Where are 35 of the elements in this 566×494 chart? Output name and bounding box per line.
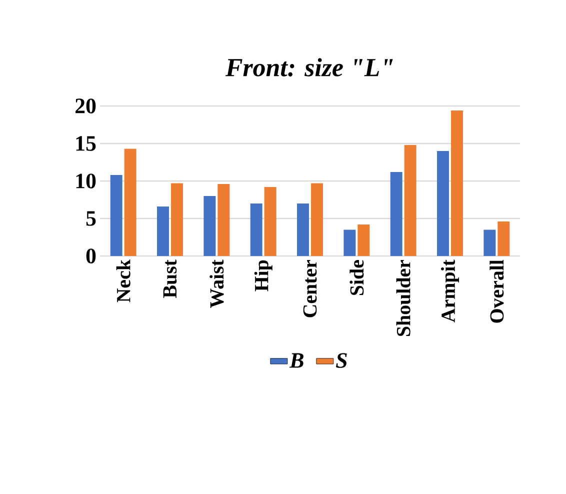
x-tick-label: Center — [303, 260, 317, 318]
bar — [311, 183, 323, 256]
x-tick-label: Bust — [163, 260, 177, 298]
x-tick-label: Neck — [116, 260, 130, 302]
chart-title: Front: size "L" — [225, 58, 393, 76]
y-tick-label: 5 — [86, 211, 96, 226]
y-tick-label: 20 — [75, 98, 96, 114]
bar — [390, 172, 402, 256]
bar — [124, 148, 136, 256]
x-tick-label: Side — [350, 260, 364, 295]
x-tick-label: Hip — [254, 260, 272, 292]
bar — [157, 206, 170, 256]
x-tick-label: Shoulder — [396, 260, 410, 336]
bar — [204, 196, 216, 256]
x-tick-label: Waist — [210, 260, 224, 308]
bar — [250, 204, 262, 256]
bar — [110, 175, 122, 256]
legend-label: S — [336, 353, 347, 368]
x-tick-label: Armpit — [440, 260, 460, 322]
bar — [218, 184, 230, 256]
bar — [358, 224, 370, 256]
bar — [170, 183, 183, 256]
bar — [484, 230, 496, 256]
bar — [297, 204, 310, 256]
bar — [451, 110, 463, 256]
bar — [437, 151, 450, 256]
bar — [498, 222, 510, 256]
bar — [264, 187, 276, 256]
y-tick-label: 0 — [86, 248, 96, 264]
bar — [404, 145, 416, 256]
y-tick-label: 10 — [76, 174, 96, 188]
bar — [344, 230, 356, 256]
y-tick-label: 15 — [76, 136, 96, 151]
legend-label: B — [289, 353, 304, 368]
x-tick-label: Overall — [490, 260, 504, 323]
